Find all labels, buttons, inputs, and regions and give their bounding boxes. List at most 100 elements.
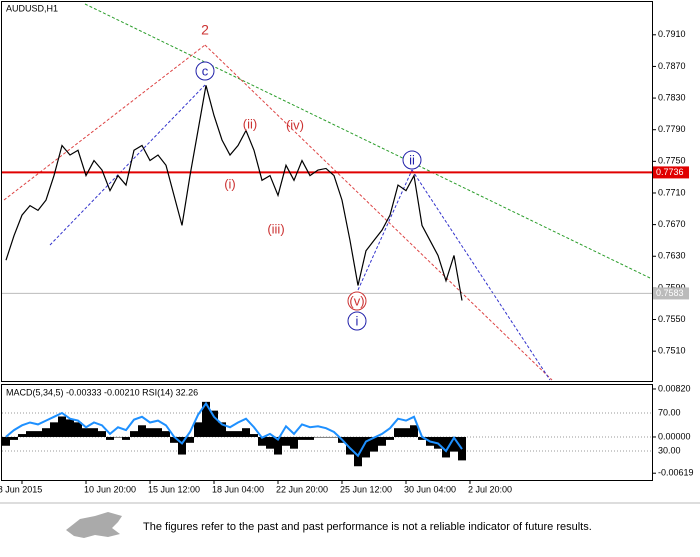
macd-bar [114,436,122,438]
y2-tick-label: 70.00 [658,407,681,417]
macd-bar [442,436,450,458]
y-tick-label: 0.7830 [658,92,686,102]
macd-bar [50,422,58,437]
x-tick-label: 22 Jun 20:00 [276,484,328,494]
macd-bar [354,436,362,467]
price-label-box [653,287,689,300]
indicator-title: MACD(5,34,5) -0.00333 -0.00210 RSI(14) 3… [6,387,198,397]
macd-bar [90,428,98,437]
macd-bar [322,436,330,438]
y-tick-label: 0.7630 [658,251,686,261]
wave-circle [195,61,215,81]
macd-bar [162,431,170,437]
macd-bar [146,428,154,437]
wave-label: c [202,63,209,78]
x-tick-label: 30 Jun 04:00 [404,484,456,494]
wave-label: (iv) [286,117,304,132]
macd-bar [82,428,90,437]
trend-line [49,84,206,246]
macd-bar [26,431,34,437]
wave-circle [402,150,422,170]
rsi-line [5,401,463,458]
macd-bar [418,436,426,440]
macd-bar [138,425,146,437]
wave-label: (iii) [267,221,284,236]
macd-bar [154,428,162,437]
y-tick-label: 0.7710 [658,187,686,197]
y-tick-label: -0.00619 [658,468,694,478]
macd-bar [58,416,66,437]
macd-bar [98,431,106,437]
y-tick-label: 0.7750 [658,156,686,166]
trend-line [411,169,551,381]
wave-circle [347,291,367,311]
macd-bar [258,436,266,446]
wave-label: i [356,313,359,328]
macd-bar [74,422,82,437]
macd-bar [266,436,274,449]
y-tick-label: 0.7590 [658,282,686,292]
y-tick-label: 0.7790 [658,124,686,134]
macd-bar [170,436,178,443]
macd-bar [10,436,18,440]
macd-bar [42,428,50,437]
macd-bar [330,436,338,438]
chart-title: AUDUSD,H1 [6,3,58,13]
x-tick-label: 15 Jun 12:00 [148,484,200,494]
indicator-frame [1,384,653,481]
y-tick-label: 0.7910 [658,29,686,39]
macd-bar [242,428,250,437]
y-tick-label: 0.7870 [658,61,686,71]
macd-bar [210,410,218,437]
macd-bar [202,401,210,437]
wave-label: ii [409,152,415,167]
wave-label: 2 [201,22,209,38]
macd-bar [306,436,314,440]
macd-bar [298,436,306,440]
macd-bar [34,431,42,437]
wave-label: (i) [224,176,236,191]
macd-bar [218,422,226,437]
macd-bar [234,431,242,437]
main-frame [1,1,653,382]
macd-bar [362,436,370,458]
y2-tick-label: 30.00 [658,445,681,455]
macd-bar [410,425,418,437]
macd-bar [2,436,10,446]
disclaimer: The figures refer to the past and past p… [143,521,592,533]
macd-bar [274,436,282,455]
y-tick-label: 0.7550 [658,314,686,324]
trend-line [3,44,206,201]
macd-bar [130,431,138,437]
x-tick-label: 18 Jun 04:00 [212,484,264,494]
macd-bar [346,436,354,455]
background [0,0,700,500]
macd-bar [194,422,202,437]
macd-bar [386,436,394,440]
macd-bar [18,434,26,437]
macd-bar [290,436,298,449]
macd-bar [282,436,290,446]
wave-circle [347,311,367,331]
x-tick-label: 2 Jul 20:00 [468,484,512,494]
x-tick-label: 10 Jun 20:00 [84,484,136,494]
y-tick-label: 0.00820 [658,383,691,393]
macd-bar [122,436,130,440]
price-line-series [5,85,463,301]
macd-bar [402,428,410,437]
trend-lines [3,3,651,381]
price-label: 0.7583 [656,288,684,298]
price-label-box [653,166,689,179]
x-tick-label: 8 Jun 2015 [0,484,42,494]
macd-bar [450,436,458,452]
trend-line [357,169,413,291]
wave-label: (v) [349,293,364,308]
macd-bar [394,428,402,437]
macd-bar [250,434,258,437]
macd-bar [186,436,194,443]
macd-bar [226,431,234,437]
macd-bar [66,419,74,437]
macd-bar [314,436,322,438]
macd-bar [378,436,386,446]
